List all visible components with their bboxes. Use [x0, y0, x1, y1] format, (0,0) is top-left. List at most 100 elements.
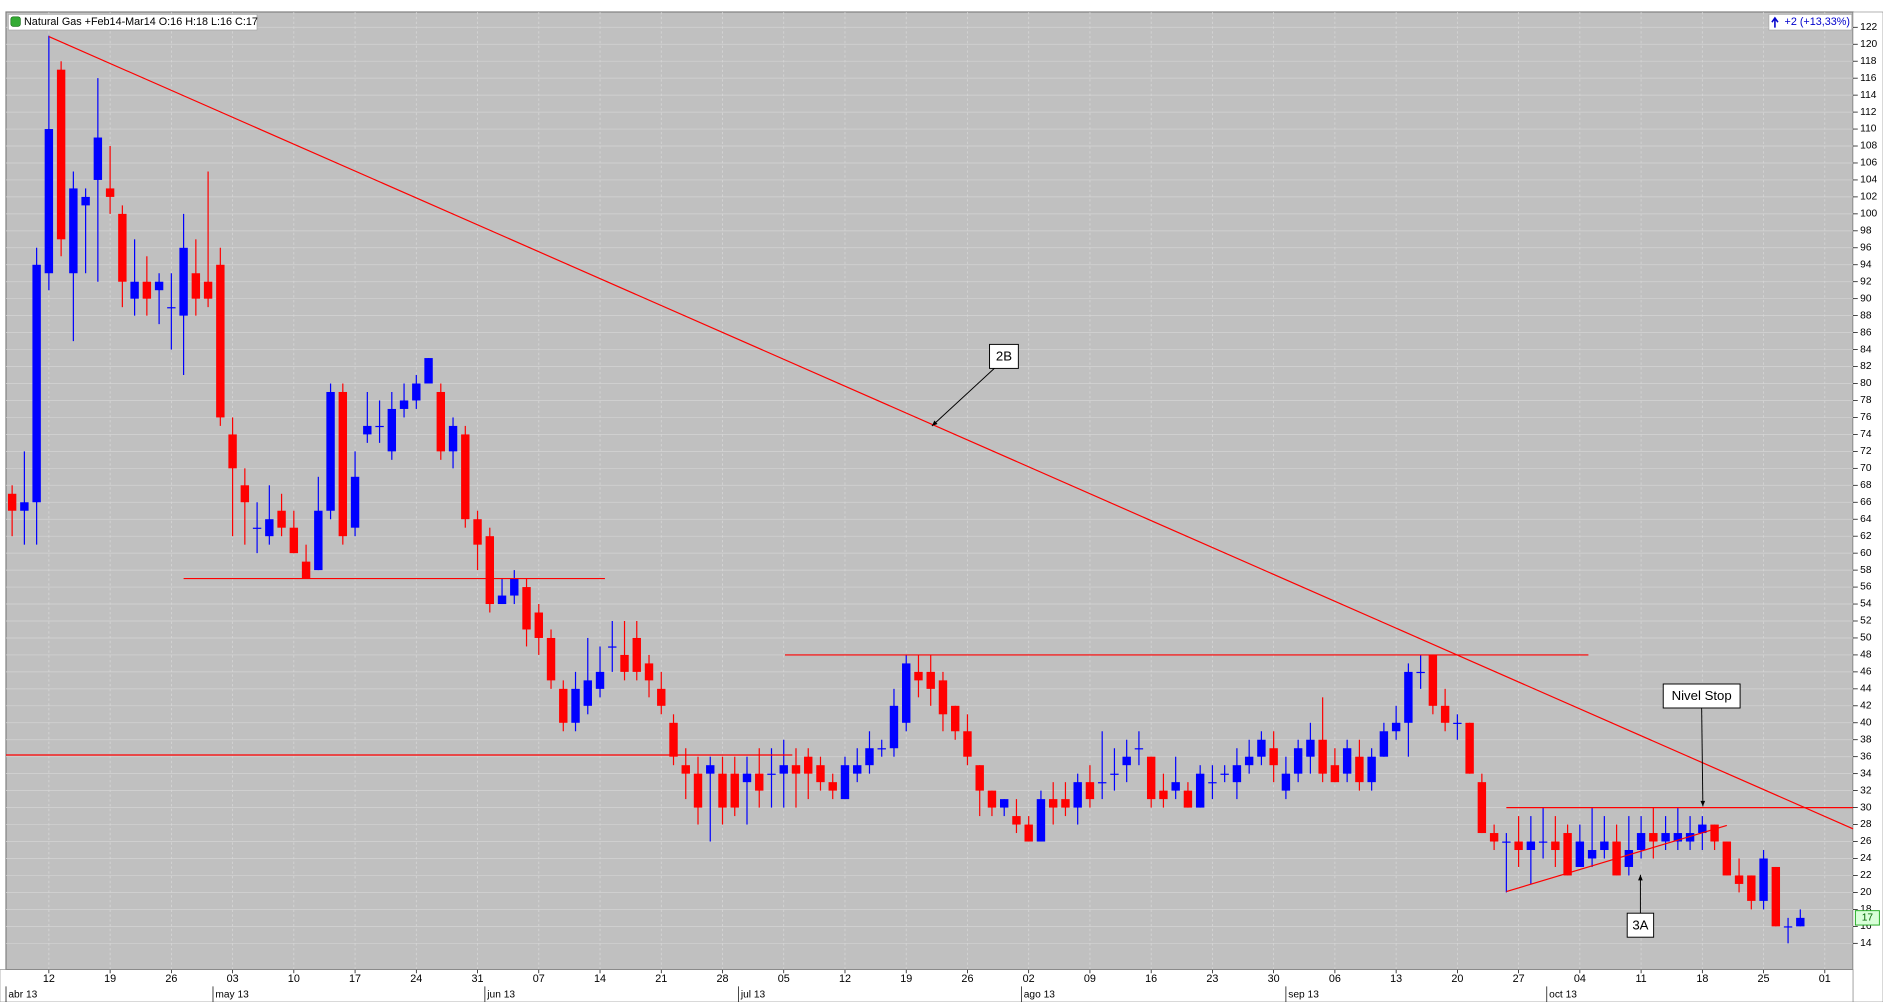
candle-body — [877, 748, 886, 750]
candle-body — [118, 213, 127, 282]
candle-body — [32, 264, 41, 503]
candle-body — [1404, 671, 1413, 723]
candle-body — [1453, 722, 1462, 724]
candle-body — [1024, 824, 1033, 842]
x-tick-label: 28 — [716, 973, 728, 985]
candle-body — [1587, 850, 1597, 859]
y-tick-label: 72 — [1860, 446, 1872, 457]
y-tick-label: 108 — [1860, 141, 1877, 152]
candles — [7, 35, 1805, 944]
candle-body — [1269, 748, 1278, 766]
candle-body — [840, 765, 850, 800]
candle-body — [1073, 782, 1082, 808]
annotation-box — [1626, 912, 1655, 938]
y-tick-label: 116 — [1860, 73, 1877, 84]
candle-body — [1428, 654, 1438, 706]
trend-line — [48, 36, 1854, 830]
candle-body — [228, 434, 237, 469]
y-tick-label: 84 — [1860, 344, 1872, 355]
y-tick-label: 118 — [1860, 56, 1877, 67]
candle-body — [657, 688, 666, 706]
last-price-tag — [1854, 910, 1880, 926]
candle-body — [1551, 841, 1560, 851]
y-tick-label: 94 — [1860, 259, 1872, 270]
candle-body — [1220, 773, 1229, 775]
time-axis-band — [0, 969, 1854, 1002]
x-tick-label: 19 — [900, 973, 912, 985]
candle-body — [987, 790, 997, 808]
y-tick-label: 96 — [1860, 242, 1872, 253]
chart-title: Natural Gas +Feb14-Mar14 O:16 H:18 L:16 … — [24, 16, 258, 28]
x-tick-label: 07 — [533, 973, 545, 985]
y-tick-label: 46 — [1860, 667, 1872, 678]
x-tick-label: 21 — [655, 973, 667, 985]
x-tick-label: 24 — [410, 973, 422, 985]
candle-body — [1195, 773, 1205, 808]
x-tick-label: 26 — [165, 973, 177, 985]
y-tick-label: 106 — [1860, 158, 1877, 169]
candle-body — [1085, 782, 1095, 800]
annotation-box — [1662, 683, 1741, 709]
y-tick-label: 22 — [1860, 870, 1872, 881]
candle-body — [1465, 722, 1474, 774]
y-tick-label: 52 — [1860, 616, 1872, 627]
candle-body — [816, 765, 825, 783]
x-tick-label: 18 — [1696, 973, 1708, 985]
candle-body — [1734, 875, 1744, 884]
x-tick-label: 12 — [43, 973, 55, 985]
candle-body — [522, 587, 531, 630]
candle-body — [167, 307, 176, 309]
plot-area — [5, 11, 1854, 971]
x-tick-label: 27 — [1513, 973, 1525, 985]
x-tick-label: 23 — [1206, 973, 1218, 985]
candle-body — [865, 748, 874, 766]
month-label: oct 13 — [1549, 989, 1577, 1000]
candle-body — [350, 476, 360, 528]
candle-body — [853, 765, 862, 774]
y-tick-label: 104 — [1860, 175, 1877, 186]
candle-body — [130, 281, 139, 299]
candle-body — [7, 493, 17, 511]
candle-body — [1698, 824, 1707, 834]
candle-body — [534, 612, 543, 638]
candle-body — [179, 247, 188, 316]
price-axis-band — [1852, 11, 1883, 1002]
y-tick-label: 82 — [1860, 361, 1872, 372]
y-tick-label: 90 — [1860, 293, 1872, 304]
candle-body — [1440, 705, 1450, 723]
series-icon[interactable] — [10, 16, 21, 27]
candle-body — [1232, 765, 1242, 783]
y-tick-label: 112 — [1860, 107, 1877, 118]
candle-body — [926, 671, 935, 689]
axes: 14 16 18 20 22 24 26 28 30 32 34 36 38 40 42 44 46 48 50 52… — [5, 22, 1880, 1002]
candle-body — [81, 196, 90, 206]
candle-body — [791, 765, 801, 774]
candle-body — [1379, 731, 1389, 757]
candle-body — [804, 756, 813, 774]
y-tick-label: 70 — [1860, 463, 1872, 474]
annotation-label: 3A — [1632, 917, 1648, 932]
candle-body — [693, 773, 703, 808]
y-tick-label: 40 — [1860, 717, 1872, 728]
x-tick-label: 19 — [104, 973, 116, 985]
candle-body — [326, 391, 335, 511]
candle-body — [902, 663, 911, 723]
candle-body — [1783, 926, 1793, 928]
candle-body — [485, 536, 494, 605]
candle-body — [277, 510, 286, 528]
y-tick-label: 30 — [1860, 802, 1872, 813]
candle-body — [44, 129, 54, 274]
y-tick-label: 86 — [1860, 327, 1872, 338]
candle-body — [93, 137, 103, 180]
y-tick-label: 66 — [1860, 497, 1872, 508]
y-tick-label: 24 — [1860, 853, 1872, 864]
candle-body — [681, 765, 690, 774]
x-tick-label: 16 — [1145, 973, 1157, 985]
candle-body — [583, 680, 592, 706]
annotation-label: Nivel Stop — [1672, 688, 1732, 703]
x-tick-label: 13 — [1390, 973, 1402, 985]
y-tick-label: 92 — [1860, 276, 1872, 287]
candle-body — [963, 731, 972, 757]
